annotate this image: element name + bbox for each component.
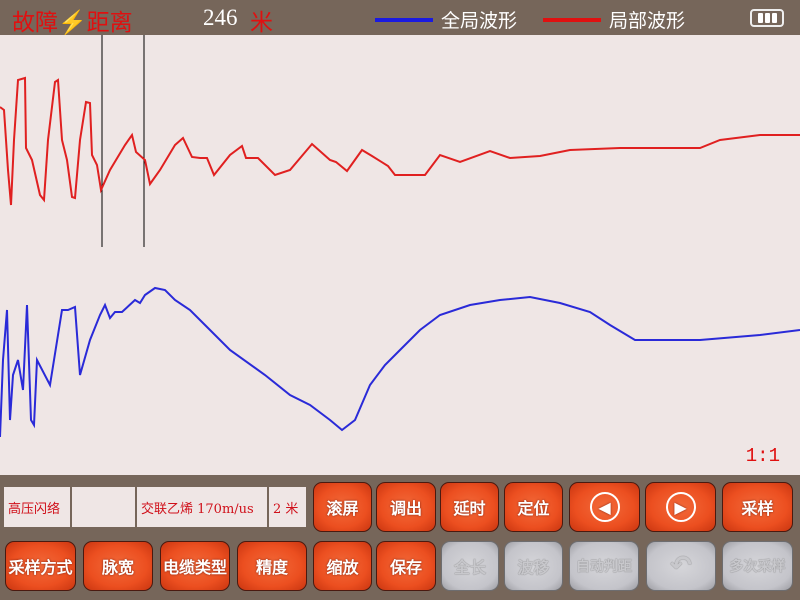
legend-global: 全局波形 <box>375 6 517 33</box>
wave-shift-button[interactable]: 波移 <box>504 541 563 591</box>
zoom-button[interactable]: 缩放 <box>313 541 372 591</box>
legend-label: 全局波形 <box>441 10 518 32</box>
auto-distance-button[interactable]: 自动判距 <box>569 541 639 591</box>
waveform-plot[interactable]: 1:1 <box>0 35 800 475</box>
next-button[interactable]: ▶ <box>645 482 716 532</box>
scroll-button[interactable]: 滚屏 <box>313 482 372 532</box>
precision-cell: 2 米 <box>269 487 306 527</box>
prev-icon: ◀ <box>589 492 620 522</box>
global-waveform <box>0 286 800 438</box>
fault-mode-cell: 高压闪络 <box>4 487 70 527</box>
next-icon: ▶ <box>665 492 696 522</box>
save-button[interactable]: 保存 <box>376 541 436 591</box>
sample-mode-button[interactable]: 采样方式 <box>5 541 76 591</box>
locate-button[interactable]: 定位 <box>504 482 563 532</box>
precision-button[interactable]: 精度 <box>237 541 307 591</box>
undo-icon: ↶ <box>670 551 692 581</box>
load-button[interactable]: 调出 <box>376 482 436 532</box>
pulse-width-button[interactable]: 脉宽 <box>83 541 153 591</box>
scale-ratio: 1:1 <box>745 445 780 467</box>
blank-cell <box>72 487 135 527</box>
delay-button[interactable]: 延时 <box>440 482 499 532</box>
multi-sample-button[interactable]: 多次采样 <box>722 541 793 591</box>
full-length-button[interactable]: 全长 <box>441 541 499 591</box>
distance-value: 246 <box>203 5 238 30</box>
local-waveform <box>0 76 800 206</box>
prev-button[interactable]: ◀ <box>569 482 640 532</box>
cable-type-button[interactable]: 电缆类型 <box>160 541 230 591</box>
distance-unit: 米 <box>250 10 273 36</box>
legend-swatch-blue <box>375 17 433 22</box>
sample-button[interactable]: 采样 <box>722 482 793 532</box>
legend-label: 局部波形 <box>609 10 686 32</box>
header-bar: 故障⚡距离 246 米 全局波形 局部波形 <box>0 0 800 36</box>
undo-button[interactable]: ↶ <box>646 541 716 591</box>
legend-swatch-red <box>543 17 601 22</box>
battery-full-icon <box>750 9 784 27</box>
waveform-svg <box>0 35 800 438</box>
legend-local: 局部波形 <box>543 6 685 33</box>
fault-distance-title: 故障⚡距离 <box>12 10 133 36</box>
cable-type-cell: 交联乙烯 170m/us <box>137 487 267 527</box>
